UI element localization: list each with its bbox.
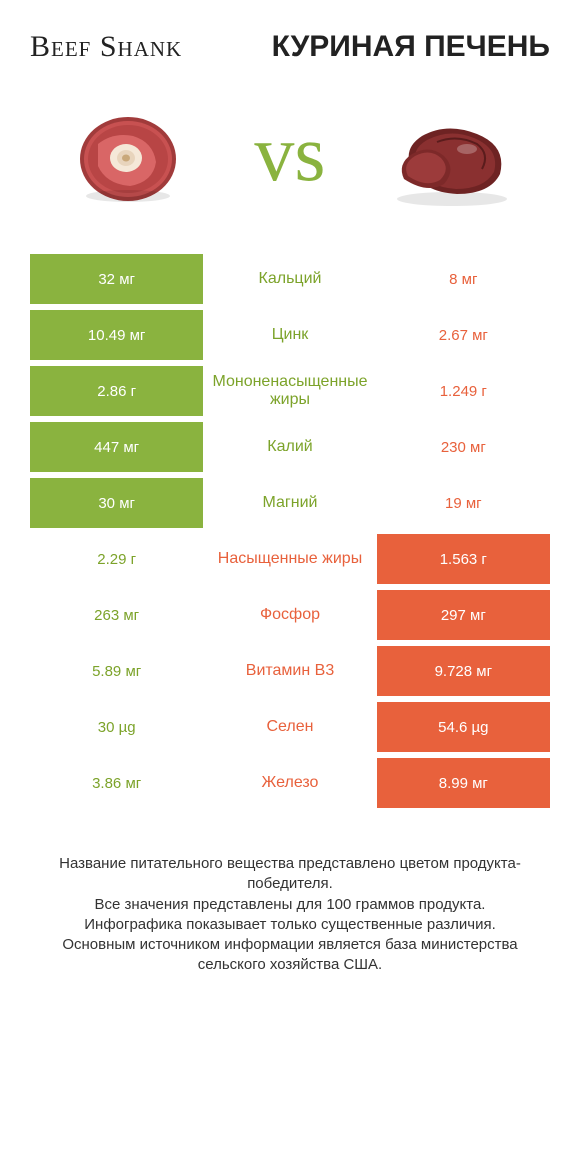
right-value: 1.563 г [377,534,550,584]
table-row: 2.29 гНасыщенные жиры1.563 г [30,534,550,584]
right-value: 8.99 мг [377,758,550,808]
left-value: 447 мг [30,422,203,472]
table-row: 5.89 мгВитамин B39.728 мг [30,646,550,696]
nutrient-label: Цинк [203,310,376,360]
left-value: 2.86 г [30,366,203,416]
nutrient-label: Мононенасыщенные жиры [203,366,376,416]
left-value: 32 мг [30,254,203,304]
footer-line: Название питательного вещества представл… [30,854,550,895]
nutrient-label: Магний [203,478,376,528]
footer-line: Основным источником информации является … [30,935,550,976]
nutrient-label: Насыщенные жиры [203,534,376,584]
footer-line: Инфографика показывает только существенн… [30,915,550,935]
left-food-title: Beef Shank [30,30,182,64]
right-value: 297 мг [377,590,550,640]
comparison-table: 32 мгКальций8 мг 10.49 мгЦинк2.67 мг 2.86 … [0,254,580,808]
footer-line: Все значения представлены для 100 граммо… [30,895,550,915]
right-value: 230 мг [377,422,550,472]
right-value: 2.67 мг [377,310,550,360]
right-value: 19 мг [377,478,550,528]
right-value: 1.249 г [377,366,550,416]
right-food-title: КУРИНАЯ ПЕЧЕНЬ [272,30,550,63]
vs-label: vs [254,114,325,194]
table-row: 3.86 мгЖелезо8.99 мг [30,758,550,808]
nutrient-label: Селен [203,702,376,752]
table-row: 447 мгКалий230 мг [30,422,550,472]
nutrient-label: Калий [203,422,376,472]
table-row: 10.49 мгЦинк2.67 мг [30,310,550,360]
table-row: 30 µgСелен54.6 µg [30,702,550,752]
nutrient-label: Железо [203,758,376,808]
beef-shank-image [58,94,198,214]
right-value: 54.6 µg [377,702,550,752]
left-value: 3.86 мг [30,758,203,808]
footer-notes: Название питательного вещества представл… [0,814,580,976]
left-value: 30 µg [30,702,203,752]
left-value: 10.49 мг [30,310,203,360]
table-row: 32 мгКальций8 мг [30,254,550,304]
right-value: 9.728 мг [377,646,550,696]
nutrient-label: Кальций [203,254,376,304]
table-row: 30 мгМагний19 мг [30,478,550,528]
table-row: 263 мгФосфор297 мг [30,590,550,640]
right-value: 8 мг [377,254,550,304]
header: Beef Shank КУРИНАЯ ПЕЧЕНЬ [0,0,580,74]
left-value: 30 мг [30,478,203,528]
left-value: 263 мг [30,590,203,640]
nutrient-label: Витамин B3 [203,646,376,696]
chicken-liver-image [382,94,522,214]
left-value: 2.29 г [30,534,203,584]
image-row: vs [0,74,580,254]
nutrient-label: Фосфор [203,590,376,640]
table-row: 2.86 гМононенасыщенные жиры1.249 г [30,366,550,416]
left-value: 5.89 мг [30,646,203,696]
